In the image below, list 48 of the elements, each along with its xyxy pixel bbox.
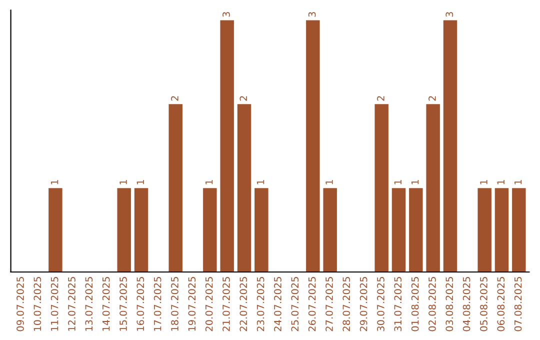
data-label: 1 bbox=[120, 180, 127, 184]
data-label: 1 bbox=[206, 180, 213, 184]
x-tick-label: 16.07.2025 bbox=[136, 277, 144, 331]
data-label: 1 bbox=[497, 180, 504, 184]
x-tick-label: 18.07.2025 bbox=[171, 277, 178, 331]
x-tick-label: 21.07.2025 bbox=[222, 277, 230, 332]
data-label: 1 bbox=[480, 180, 488, 184]
x-tick-label: 22.07.2025 bbox=[240, 277, 248, 332]
x-tick-label: 05.08.2025 bbox=[480, 277, 488, 332]
data-label: 1 bbox=[394, 180, 402, 184]
x-tick-label: 28.07.2025 bbox=[342, 277, 350, 332]
x-tick-label: 24.07.2025 bbox=[274, 277, 282, 332]
x-tick-label: 03.08.2025 bbox=[446, 277, 454, 332]
x-tick-label: 02.08.2025 bbox=[428, 277, 436, 332]
data-label: 1 bbox=[326, 180, 333, 184]
data-label: 1 bbox=[51, 180, 58, 184]
x-tick-label: 23.07.2025 bbox=[256, 277, 264, 332]
data-label: 1 bbox=[412, 180, 419, 184]
data-label: 1 bbox=[514, 180, 522, 184]
x-tick-label: 13.07.2025 bbox=[85, 277, 93, 331]
x-tick-label: 10.07.2025 bbox=[34, 277, 42, 331]
x-tick-label: 31.07.2025 bbox=[394, 277, 402, 332]
x-tick-label: 15.07.2025 bbox=[120, 277, 127, 331]
data-label: 2 bbox=[240, 96, 247, 101]
x-tick-label: 12.07.2025 bbox=[68, 277, 76, 331]
x-tick-label: 17.07.2025 bbox=[154, 277, 162, 331]
data-label: 2 bbox=[377, 96, 384, 101]
x-tick-label: 14.07.2025 bbox=[102, 277, 110, 331]
x-tick-label: 04.08.2025 bbox=[462, 277, 470, 332]
data-label: 1 bbox=[136, 180, 144, 184]
x-tick-label: 25.07.2025 bbox=[291, 277, 299, 332]
x-tick-label: 07.08.2025 bbox=[514, 277, 522, 332]
data-label: 3 bbox=[308, 12, 316, 17]
x-tick-label: 27.07.2025 bbox=[326, 277, 333, 332]
x-tick-label: 11.07.2025 bbox=[50, 277, 58, 331]
x-tick-label: 20.07.2025 bbox=[205, 277, 213, 332]
data-label: 3 bbox=[222, 12, 230, 17]
x-tick-label: 29.07.2025 bbox=[360, 277, 368, 332]
x-tick-label: 06.08.2025 bbox=[497, 277, 505, 332]
x-tick-label: 30.07.2025 bbox=[377, 277, 384, 332]
x-tick-label: 09.07.2025 bbox=[16, 277, 24, 332]
x-tick-label: 26.07.2025 bbox=[308, 277, 316, 332]
x-tick-label: 19.07.2025 bbox=[188, 277, 196, 331]
data-label: 1 bbox=[257, 180, 264, 184]
data-label: 2 bbox=[171, 96, 178, 101]
data-label: 3 bbox=[446, 12, 454, 17]
x-tick-label: 01.08.2025 bbox=[411, 277, 419, 332]
data-label: 2 bbox=[428, 96, 436, 101]
